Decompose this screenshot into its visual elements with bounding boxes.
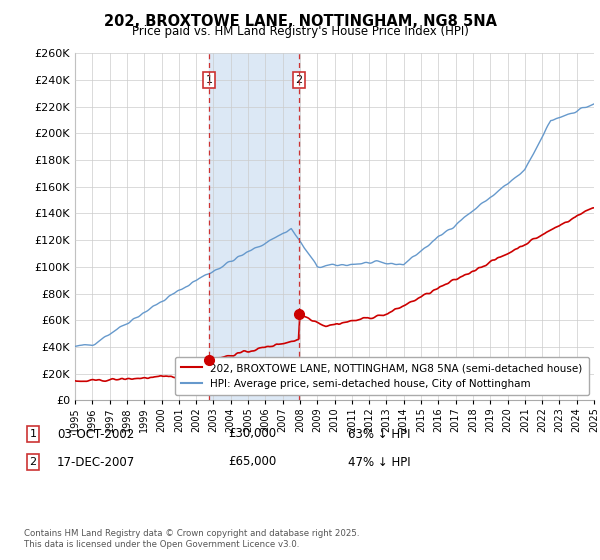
Text: £65,000: £65,000	[228, 455, 276, 469]
Text: 47% ↓ HPI: 47% ↓ HPI	[348, 455, 410, 469]
Text: 2: 2	[29, 457, 37, 467]
Text: 202, BROXTOWE LANE, NOTTINGHAM, NG8 5NA: 202, BROXTOWE LANE, NOTTINGHAM, NG8 5NA	[104, 14, 497, 29]
Text: Contains HM Land Registry data © Crown copyright and database right 2025.
This d: Contains HM Land Registry data © Crown c…	[24, 529, 359, 549]
Text: 63% ↓ HPI: 63% ↓ HPI	[348, 427, 410, 441]
Text: 17-DEC-2007: 17-DEC-2007	[57, 455, 135, 469]
Text: 2: 2	[295, 75, 302, 85]
Legend: 202, BROXTOWE LANE, NOTTINGHAM, NG8 5NA (semi-detached house), HPI: Average pric: 202, BROXTOWE LANE, NOTTINGHAM, NG8 5NA …	[175, 357, 589, 395]
Text: 1: 1	[206, 75, 212, 85]
Text: Price paid vs. HM Land Registry's House Price Index (HPI): Price paid vs. HM Land Registry's House …	[131, 25, 469, 38]
Text: 1: 1	[29, 429, 37, 439]
Text: 03-OCT-2002: 03-OCT-2002	[57, 427, 134, 441]
Bar	[209, 53, 299, 400]
Text: £30,000: £30,000	[228, 427, 276, 441]
